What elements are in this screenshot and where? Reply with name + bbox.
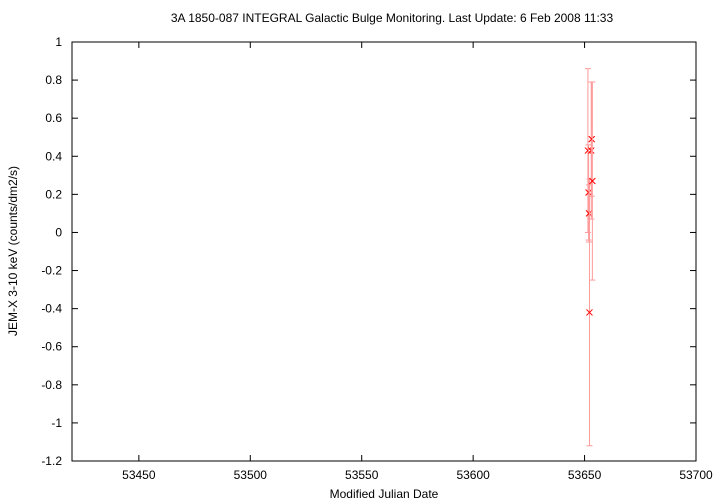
y-tick-label: -0.2	[41, 264, 62, 278]
data-point	[586, 309, 593, 316]
y-tick-label: -0.4	[41, 302, 62, 316]
y-tick-label: -1	[51, 416, 62, 430]
x-tick-label: 53550	[345, 468, 379, 482]
data-point	[588, 135, 596, 143]
y-tick-label: -1.2	[41, 454, 62, 468]
y-tick-label: 0.2	[45, 187, 62, 201]
y-tick-label: -0.6	[41, 340, 62, 354]
x-tick-label: 53700	[679, 468, 713, 482]
y-tick-label: 0.8	[45, 73, 62, 87]
x-tick-label: 53450	[122, 468, 156, 482]
x-tick-label: 53650	[568, 468, 602, 482]
x-tick-label: 53600	[456, 468, 490, 482]
chart-title: 3A 1850-087 INTEGRAL Galactic Bulge Moni…	[171, 11, 614, 25]
plot-frame	[71, 41, 697, 462]
data-point	[589, 177, 596, 185]
y-tick-label: -0.8	[41, 378, 62, 392]
y-tick-label: 0.6	[45, 111, 62, 125]
y-tick-label: 0.4	[45, 149, 62, 163]
x-axis-label: Modified Julian Date	[330, 487, 439, 501]
x-tick-label: 53500	[234, 468, 268, 482]
y-tick-label: 0	[55, 225, 62, 239]
y-tick-label: 1	[55, 35, 62, 49]
y-axis-label: JEM-X 3-10 keV (counts/dm2/s)	[6, 166, 20, 336]
